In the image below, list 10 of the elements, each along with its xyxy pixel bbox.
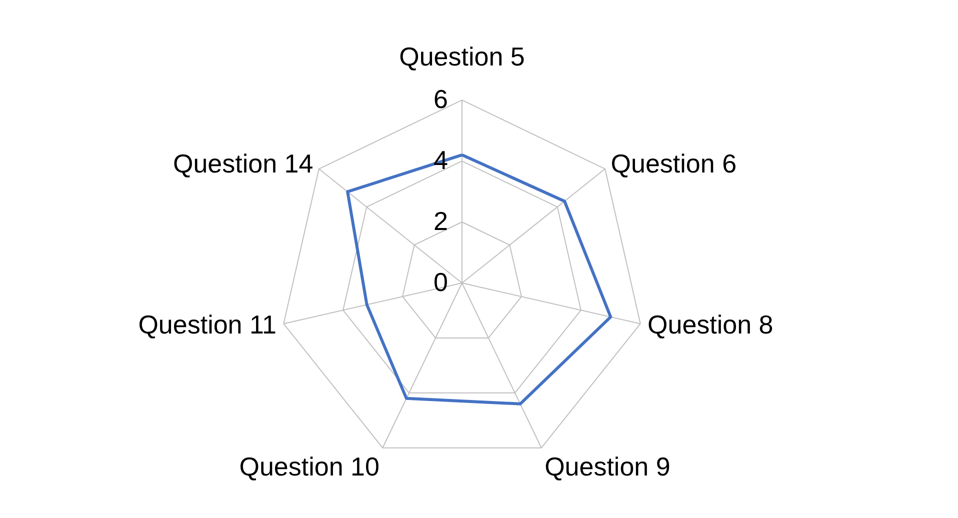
spoke-label: Question 14 — [173, 148, 314, 178]
spoke-label: Question 10 — [239, 451, 380, 482]
spoke-label: Question 11 — [138, 309, 276, 340]
y-tick-label: 0 — [434, 267, 448, 297]
y-tick-label: 2 — [434, 206, 448, 236]
spoke-label: Question 9 — [544, 451, 670, 482]
spoke-label: Question 6 — [610, 148, 737, 178]
spoke-label: Question 5 — [399, 42, 525, 72]
y-tick-label: 6 — [434, 84, 448, 114]
spoke-label: Question 8 — [648, 309, 774, 340]
